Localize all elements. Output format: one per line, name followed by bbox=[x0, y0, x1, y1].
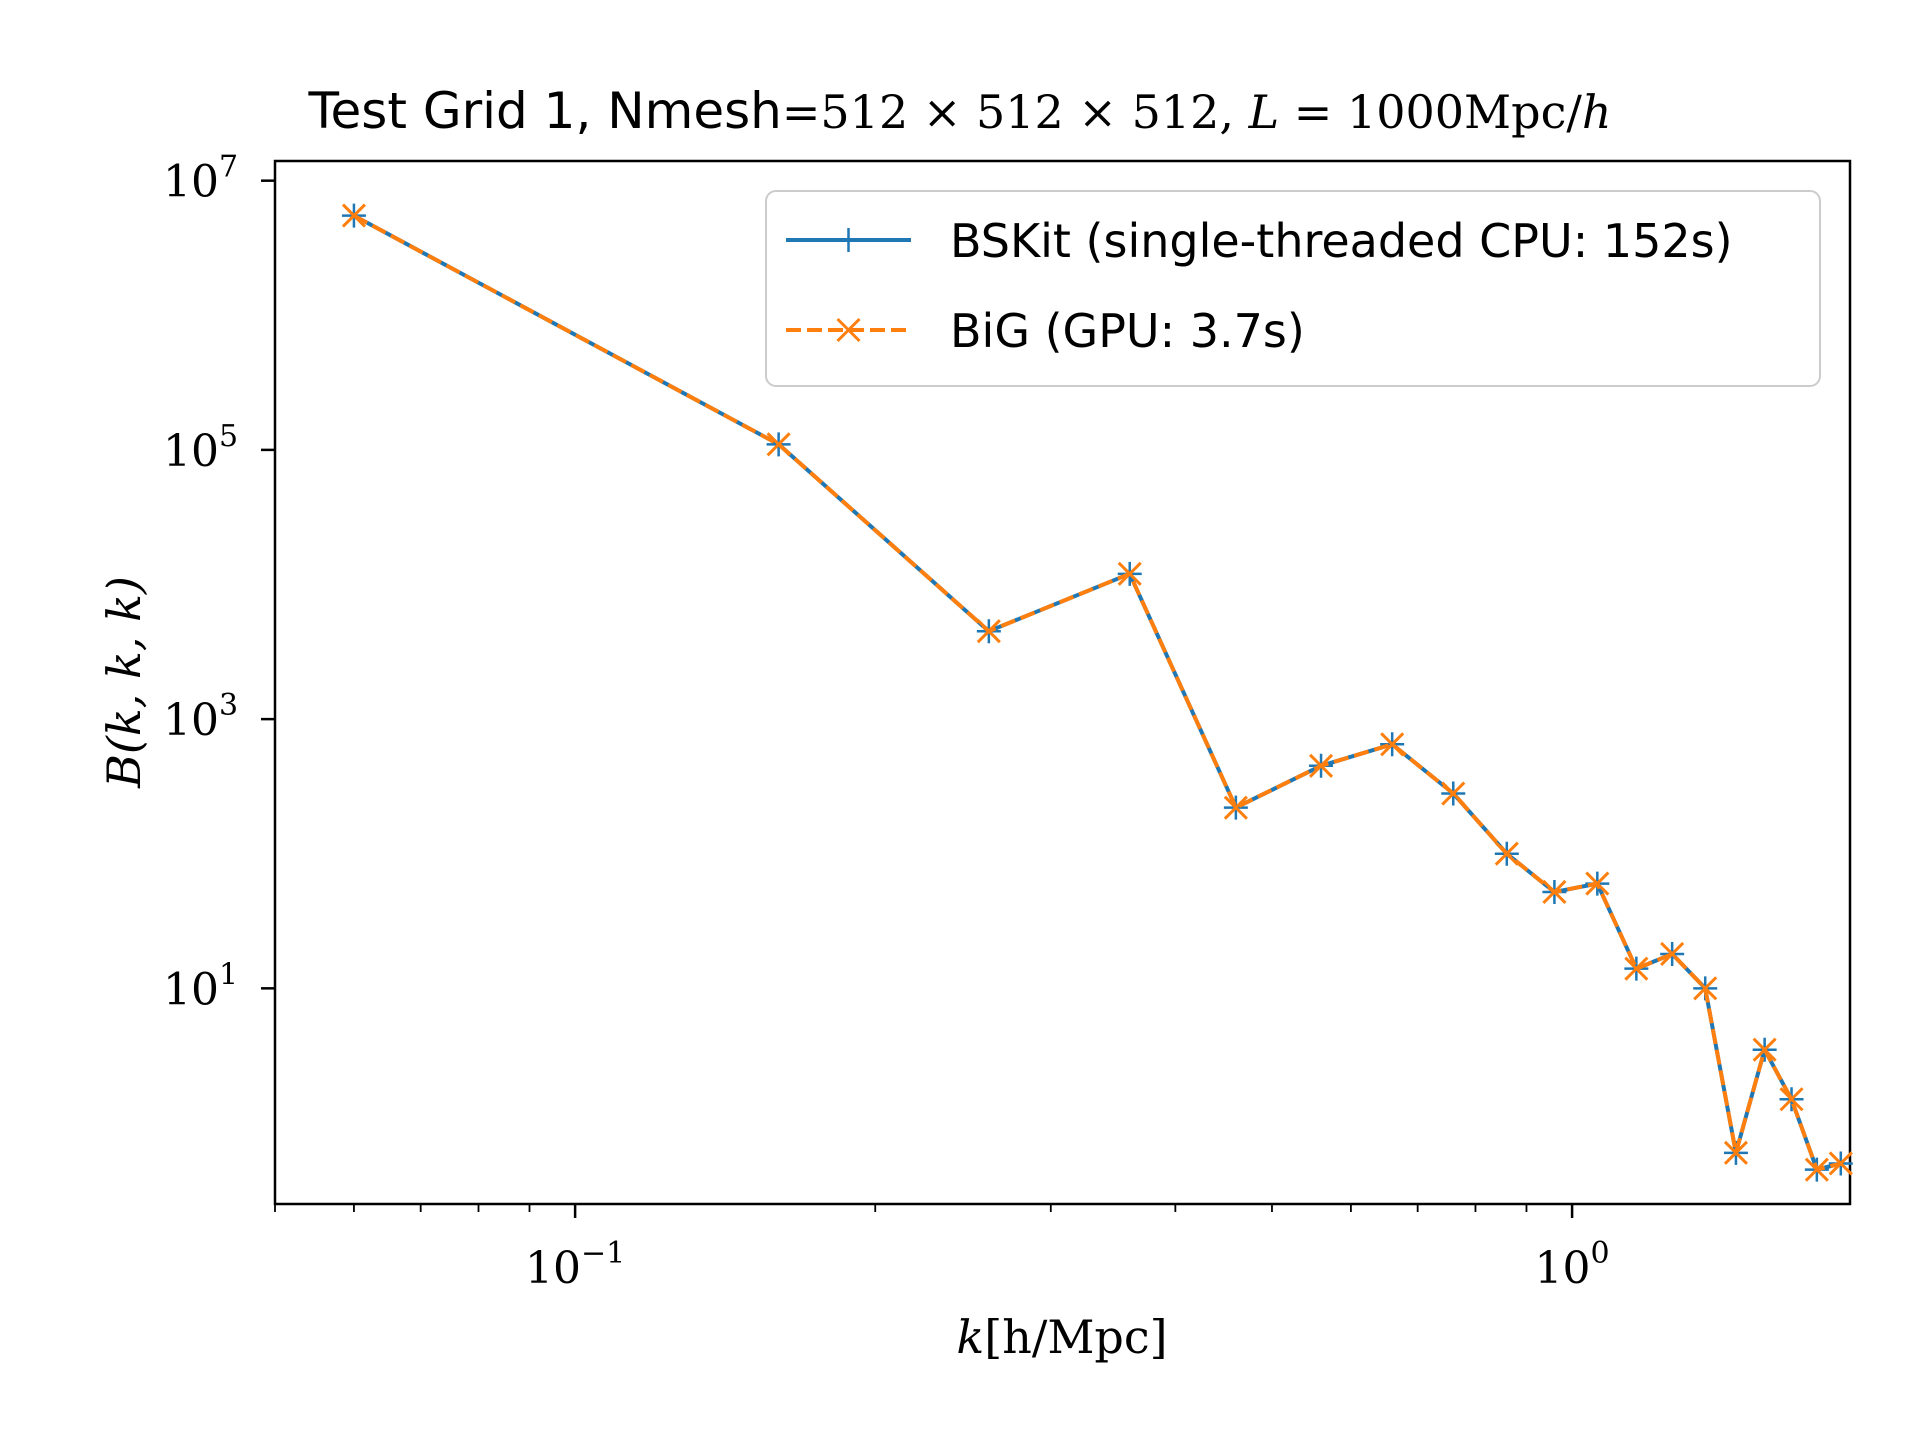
data-point bbox=[1660, 941, 1685, 967]
title-mesh: =512 × 512 × 512, bbox=[782, 85, 1249, 139]
y-tick-label: 105 bbox=[163, 419, 238, 477]
legend-label-big: BiG (GPU: 3.7s) bbox=[950, 304, 1305, 358]
data-point bbox=[1441, 781, 1466, 806]
y-tick-exp: 5 bbox=[219, 419, 238, 454]
data-point bbox=[1380, 732, 1405, 757]
y-tick-base: 10 bbox=[163, 695, 219, 746]
x-tick-base: 10 bbox=[1535, 1243, 1591, 1294]
data-point bbox=[1752, 1037, 1777, 1062]
chart-title: Test Grid 1, Nmesh=512 × 512 × 512, L = … bbox=[307, 82, 1611, 140]
x-tick-base: 10 bbox=[525, 1243, 581, 1294]
data-point bbox=[1779, 1087, 1804, 1112]
x-tick-exp: −1 bbox=[581, 1236, 625, 1271]
data-point bbox=[341, 203, 367, 228]
x-tick-label: 100 bbox=[1535, 1236, 1610, 1294]
data-point bbox=[1308, 753, 1334, 778]
title-eq: = 1000Mpc/ bbox=[1279, 85, 1582, 139]
legend-marker-x-icon bbox=[836, 317, 861, 343]
title-h: h bbox=[1582, 85, 1612, 139]
y-tick-base: 10 bbox=[163, 964, 219, 1015]
plot-frame bbox=[273, 159, 1852, 1206]
legend: BSKit (single-threaded CPU: 152s) BiG (G… bbox=[765, 190, 1821, 387]
series-big bbox=[341, 203, 1853, 1182]
y-tick-base: 10 bbox=[163, 426, 219, 477]
data-point bbox=[1494, 841, 1519, 866]
y-axis-label: B(k, k, k) bbox=[97, 576, 151, 789]
y-tick-label: 107 bbox=[163, 150, 238, 208]
data-point bbox=[1542, 879, 1567, 905]
data-point bbox=[976, 619, 1001, 644]
data-point bbox=[1723, 1140, 1749, 1165]
series-layer bbox=[341, 203, 1853, 1182]
y-tick-label: 101 bbox=[163, 957, 238, 1015]
x-tick-labels: 10−1 100 bbox=[525, 1236, 1610, 1294]
y-tick-exp: 1 bbox=[219, 957, 238, 992]
legend-label-bskit: BSKit (single-threaded CPU: 152s) bbox=[950, 214, 1733, 268]
x-tick-exp: 0 bbox=[1591, 1236, 1610, 1271]
y-tick-exp: 7 bbox=[219, 150, 238, 185]
x-tick-label: 10−1 bbox=[525, 1236, 625, 1294]
x-label-k: k bbox=[956, 1310, 984, 1364]
y-tick-label: 103 bbox=[163, 688, 238, 746]
title-L: L bbox=[1248, 85, 1280, 139]
axis-ticks bbox=[261, 179, 1574, 1218]
y-tick-base: 10 bbox=[163, 157, 219, 208]
title-prefix: Test Grid 1, Nmesh bbox=[307, 82, 781, 140]
data-point bbox=[1624, 956, 1649, 981]
legend-box bbox=[765, 190, 1821, 387]
data-point bbox=[1804, 1157, 1829, 1182]
x-label-rest: [h/Mpc] bbox=[984, 1310, 1167, 1364]
y-tick-exp: 3 bbox=[219, 688, 238, 723]
legend-marker-plus-icon bbox=[836, 228, 861, 252]
data-point bbox=[1117, 561, 1142, 586]
data-point bbox=[1585, 871, 1610, 896]
data-point bbox=[766, 432, 791, 457]
data-point bbox=[1693, 976, 1718, 1001]
data-point bbox=[1828, 1151, 1853, 1176]
data-point bbox=[1223, 795, 1248, 820]
x-axis-label: k[h/Mpc] bbox=[956, 1310, 1167, 1364]
